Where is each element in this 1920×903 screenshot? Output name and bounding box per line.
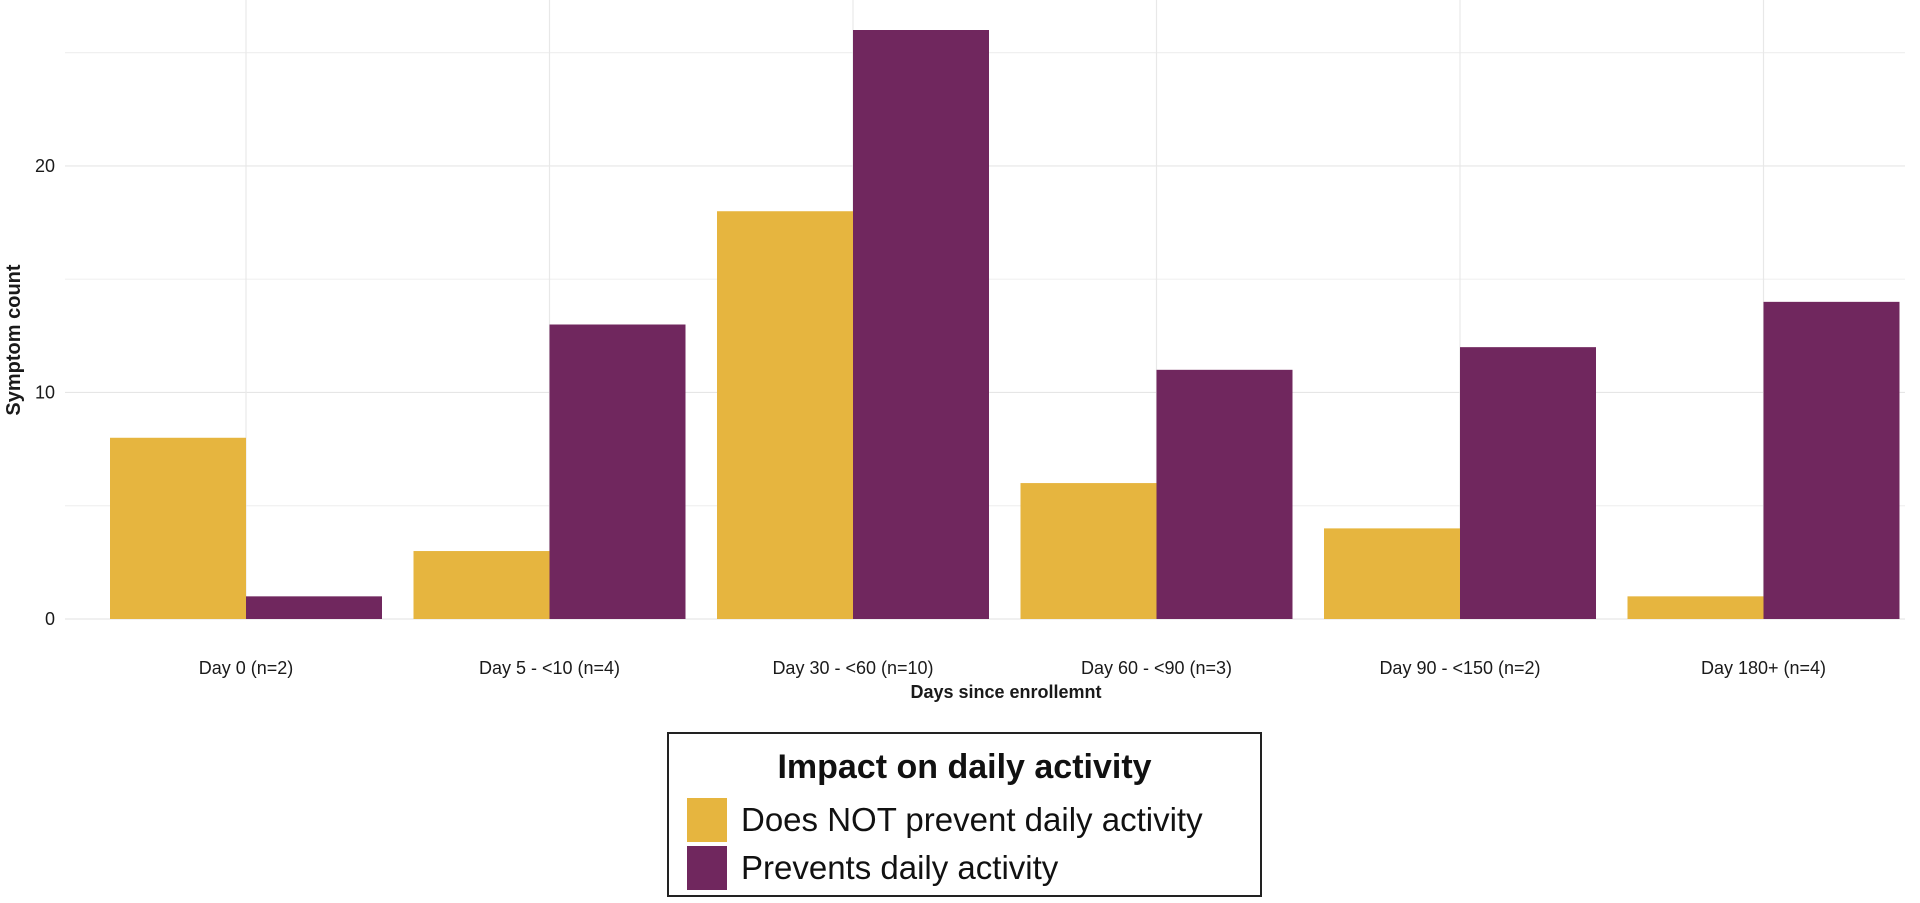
bar-does-not-prevent-2	[717, 211, 853, 619]
bar-prevents-2	[853, 30, 989, 619]
legend-swatch-does-not-prevent	[687, 798, 727, 842]
bar-does-not-prevent-1	[413, 551, 550, 619]
legend-item-prevents: Prevents daily activity	[687, 846, 1058, 890]
y-tick-labels: 0 10 20	[35, 156, 55, 629]
x-tick-label-5: Day 180+ (n=4)	[1701, 658, 1826, 678]
bar-does-not-prevent-3	[1020, 483, 1157, 619]
x-tick-labels: Day 0 (n=2) Day 5 - <10 (n=4) Day 30 - <60…	[199, 658, 1826, 678]
x-tick-label-0: Day 0 (n=2)	[199, 658, 294, 678]
x-axis-label: Days since enrollemnt	[910, 682, 1101, 702]
bar-prevents-0	[246, 596, 382, 619]
bar-does-not-prevent-0	[110, 437, 246, 619]
legend-label-does-not-prevent: Does NOT prevent daily activity	[741, 801, 1203, 838]
y-tick-label-10: 10	[35, 382, 55, 402]
bar-prevents-5	[1763, 301, 1900, 619]
legend-label-prevents: Prevents daily activity	[741, 849, 1059, 886]
legend-item-does-not-prevent: Does NOT prevent daily activity	[687, 798, 1203, 842]
legend-swatch-prevents	[687, 846, 727, 890]
bars	[110, 30, 1900, 619]
x-tick-label-3: Day 60 - <90 (n=3)	[1081, 658, 1232, 678]
bar-does-not-prevent-5	[1627, 596, 1764, 619]
y-axis-label: Symptom count	[3, 264, 25, 415]
legend: Impact on daily activity Does NOT preven…	[667, 732, 1262, 897]
x-tick-label-1: Day 5 - <10 (n=4)	[479, 658, 620, 678]
y-tick-label-20: 20	[35, 156, 55, 176]
x-tick-label-2: Day 30 - <60 (n=10)	[772, 658, 933, 678]
legend-title: Impact on daily activity	[777, 748, 1152, 786]
bar-does-not-prevent-4	[1324, 528, 1460, 619]
x-tick-label-4: Day 90 - <150 (n=2)	[1379, 658, 1540, 678]
bar-prevents-1	[549, 324, 686, 619]
y-tick-label-0: 0	[45, 609, 55, 629]
bar-prevents-3	[1156, 369, 1293, 619]
bar-prevents-4	[1460, 347, 1596, 619]
